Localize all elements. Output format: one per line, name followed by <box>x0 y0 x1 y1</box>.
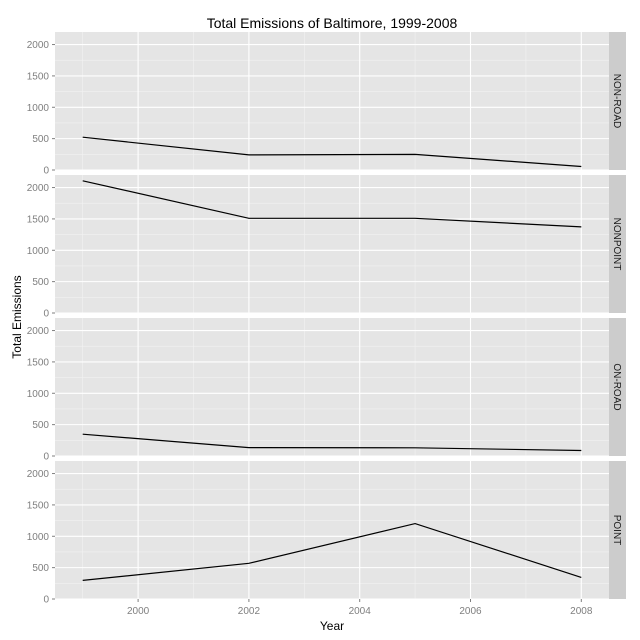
y-tick-label: 1000 <box>27 389 50 400</box>
y-tick-label: 1000 <box>27 103 50 114</box>
facet-strip <box>609 461 626 599</box>
x-tick-label: 2006 <box>459 606 482 617</box>
series-line-on-road <box>82 433 582 452</box>
y-tick-label: 2000 <box>27 183 50 194</box>
y-tick-label: 500 <box>32 134 49 145</box>
facet-panel-4: 0 500 1000 1500 2000 POINT <box>27 461 626 606</box>
facet-panel-2: 0 500 1000 1500 2000 NONPOINT <box>27 175 626 320</box>
chart-title: Total Emissions of Baltimore, 1999-2008 <box>207 15 458 31</box>
y-tick-label: 500 <box>32 277 49 288</box>
panel-background <box>55 461 609 599</box>
facet-strip <box>609 32 626 170</box>
facet-strip <box>609 318 626 456</box>
y-tick-label: 500 <box>32 420 49 431</box>
facet-strip <box>609 175 626 313</box>
panel-background <box>55 32 609 170</box>
y-tick-label: 0 <box>43 595 49 606</box>
facet-panel-3: 0 500 1000 1500 2000 ON-ROAD <box>27 318 626 463</box>
y-tick-label: 500 <box>32 563 49 574</box>
y-tick-label: 2000 <box>27 326 50 337</box>
y-tick-label: 2000 <box>27 469 50 480</box>
x-tick-label: 2002 <box>238 606 261 617</box>
facet-panel-1: 0 500 1000 1500 2000 NON-ROAD <box>27 32 626 177</box>
y-tick-label: 1500 <box>27 214 50 225</box>
facet-label: NON-ROAD <box>611 74 622 128</box>
y-tick-label: 1500 <box>27 500 50 511</box>
series-line-non-road <box>82 136 582 168</box>
y-axis-title: Total Emissions <box>10 275 24 358</box>
y-tick-label: 1500 <box>27 71 50 82</box>
series-line-nonpoint <box>82 180 582 228</box>
panel-background <box>55 318 609 456</box>
facet-panels: 0 500 1000 1500 2000 NON-ROAD 0 500 1000 1500 2000… <box>27 32 626 606</box>
x-axis: 2000 2002 2004 2006 2008 <box>127 599 593 617</box>
y-tick-label: 1500 <box>27 357 50 368</box>
y-tick-label: 1000 <box>27 532 50 543</box>
facet-label: POINT <box>611 515 622 546</box>
x-axis-title: Year <box>320 619 344 633</box>
y-tick-label: 0 <box>43 309 49 320</box>
x-tick-label: 2004 <box>349 606 372 617</box>
x-tick-label: 2000 <box>127 606 150 617</box>
y-tick-label: 2000 <box>27 40 50 51</box>
x-tick-label: 2008 <box>570 606 593 617</box>
y-tick-label: 1000 <box>27 246 50 257</box>
panel-background <box>55 175 609 313</box>
y-tick-label: 0 <box>43 452 49 463</box>
facet-label: NONPOINT <box>611 218 622 271</box>
y-tick-label: 0 <box>43 166 49 177</box>
facet-label: ON-ROAD <box>611 363 622 410</box>
series-line-point <box>82 522 582 581</box>
